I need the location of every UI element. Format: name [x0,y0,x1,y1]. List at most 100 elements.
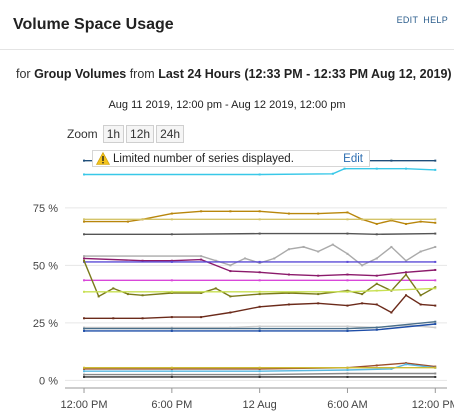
series-point [126,220,129,223]
series-point [229,264,232,267]
series-point [346,252,349,255]
series-point [170,366,173,369]
series-point [343,167,346,170]
zoom-24h-button[interactable]: 24h [156,125,185,143]
series-point [434,159,437,162]
series-point [346,372,349,375]
y-tick-label: 0 % [39,375,58,387]
series-point [346,218,349,221]
series-point [419,303,422,306]
series-point [287,291,290,294]
series-point [83,173,86,176]
zoom-1h-button[interactable]: 1h [102,125,125,143]
series-point [434,323,437,326]
series-point [287,303,290,306]
series-point [375,222,378,225]
y-tick-label: 75 % [33,203,58,215]
series-point [258,366,261,369]
series-point [258,367,261,370]
series-point [361,264,364,267]
series-point [200,258,203,261]
series-point [405,294,408,297]
series-point [434,286,437,289]
series-point [375,167,378,170]
series-point [126,293,129,296]
series-point [346,375,349,378]
series-point [244,257,247,260]
series-point [83,259,86,262]
series-point [405,363,408,366]
series-point [331,172,334,175]
subtitle-period: Last 24 Hours (12:33 PM - 12:33 PM Aug 1… [158,67,452,81]
series-point [83,317,86,320]
series-point [200,316,203,319]
edit-link[interactable]: EDIT [396,15,419,25]
series-line-4[interactable] [84,232,436,236]
series-point [287,248,290,251]
series-point [375,282,378,285]
series-point [375,364,378,367]
series-point [83,375,86,378]
series-point [419,250,422,253]
help-link[interactable]: HELP [423,15,448,25]
series-point [83,326,86,329]
series-point [83,373,86,376]
series-point [405,362,408,365]
zoom-label: Zoom [67,127,98,141]
series-point [170,218,173,221]
subtitle-from: from [129,67,155,81]
series-point [170,367,173,370]
series-point [287,273,290,276]
series-point [346,290,349,293]
chart-grid [65,207,447,381]
series-line-10[interactable] [84,287,436,293]
series-point [346,327,349,330]
warning-edit-link[interactable]: Edit [343,152,363,165]
series-point [200,210,203,213]
series-line-5[interactable] [84,243,436,267]
series-point [434,221,437,224]
volume-usage-chart[interactable]: 0 % 25 % 50 % 75 % 12:00 PM 6:00 PM 12 Aug 6:0… [0,148,454,411]
series-point [141,294,144,297]
series-point [361,302,364,305]
series-point [405,271,408,274]
series-line-13[interactable] [84,321,436,330]
series-point [170,290,173,293]
series-line-6[interactable] [83,257,436,277]
series-point [214,259,217,262]
series-point [302,245,305,248]
series-point [375,233,378,236]
series-line-11[interactable] [84,294,436,320]
series-point [83,370,86,373]
series-point [83,367,86,370]
zoom-controls: Zoom 1h 12h 24h [67,125,186,143]
series-line-2[interactable] [84,210,436,225]
series-point [97,295,100,298]
series-point [361,293,364,296]
series-point [375,274,378,277]
series-point [258,279,261,282]
series-point [258,271,261,274]
series-point [390,245,393,248]
series-point [405,273,408,276]
series-point [346,289,349,292]
series-line-14[interactable] [84,323,436,332]
series-limit-warning: Limited number of series displayed. Edit [92,150,370,167]
series-point [258,373,261,376]
series-point [258,290,261,293]
series-point [170,329,173,332]
series-point [83,329,86,332]
widget-title: Volume Space Usage [13,16,174,33]
zoom-12h-button[interactable]: 12h [126,125,155,143]
header-links: EDIT HELP [392,15,448,25]
series-point [229,295,232,298]
y-tick-label: 50 % [33,260,58,272]
series-point [346,260,349,263]
series-point [287,212,290,215]
series-point [170,370,173,373]
series-point [434,268,437,271]
series-point [375,303,378,306]
warning-triangle-icon [96,152,110,165]
series-point [170,291,173,294]
chart-subtitle: for Group Volumes from Last 24 Hours (12… [16,67,452,81]
